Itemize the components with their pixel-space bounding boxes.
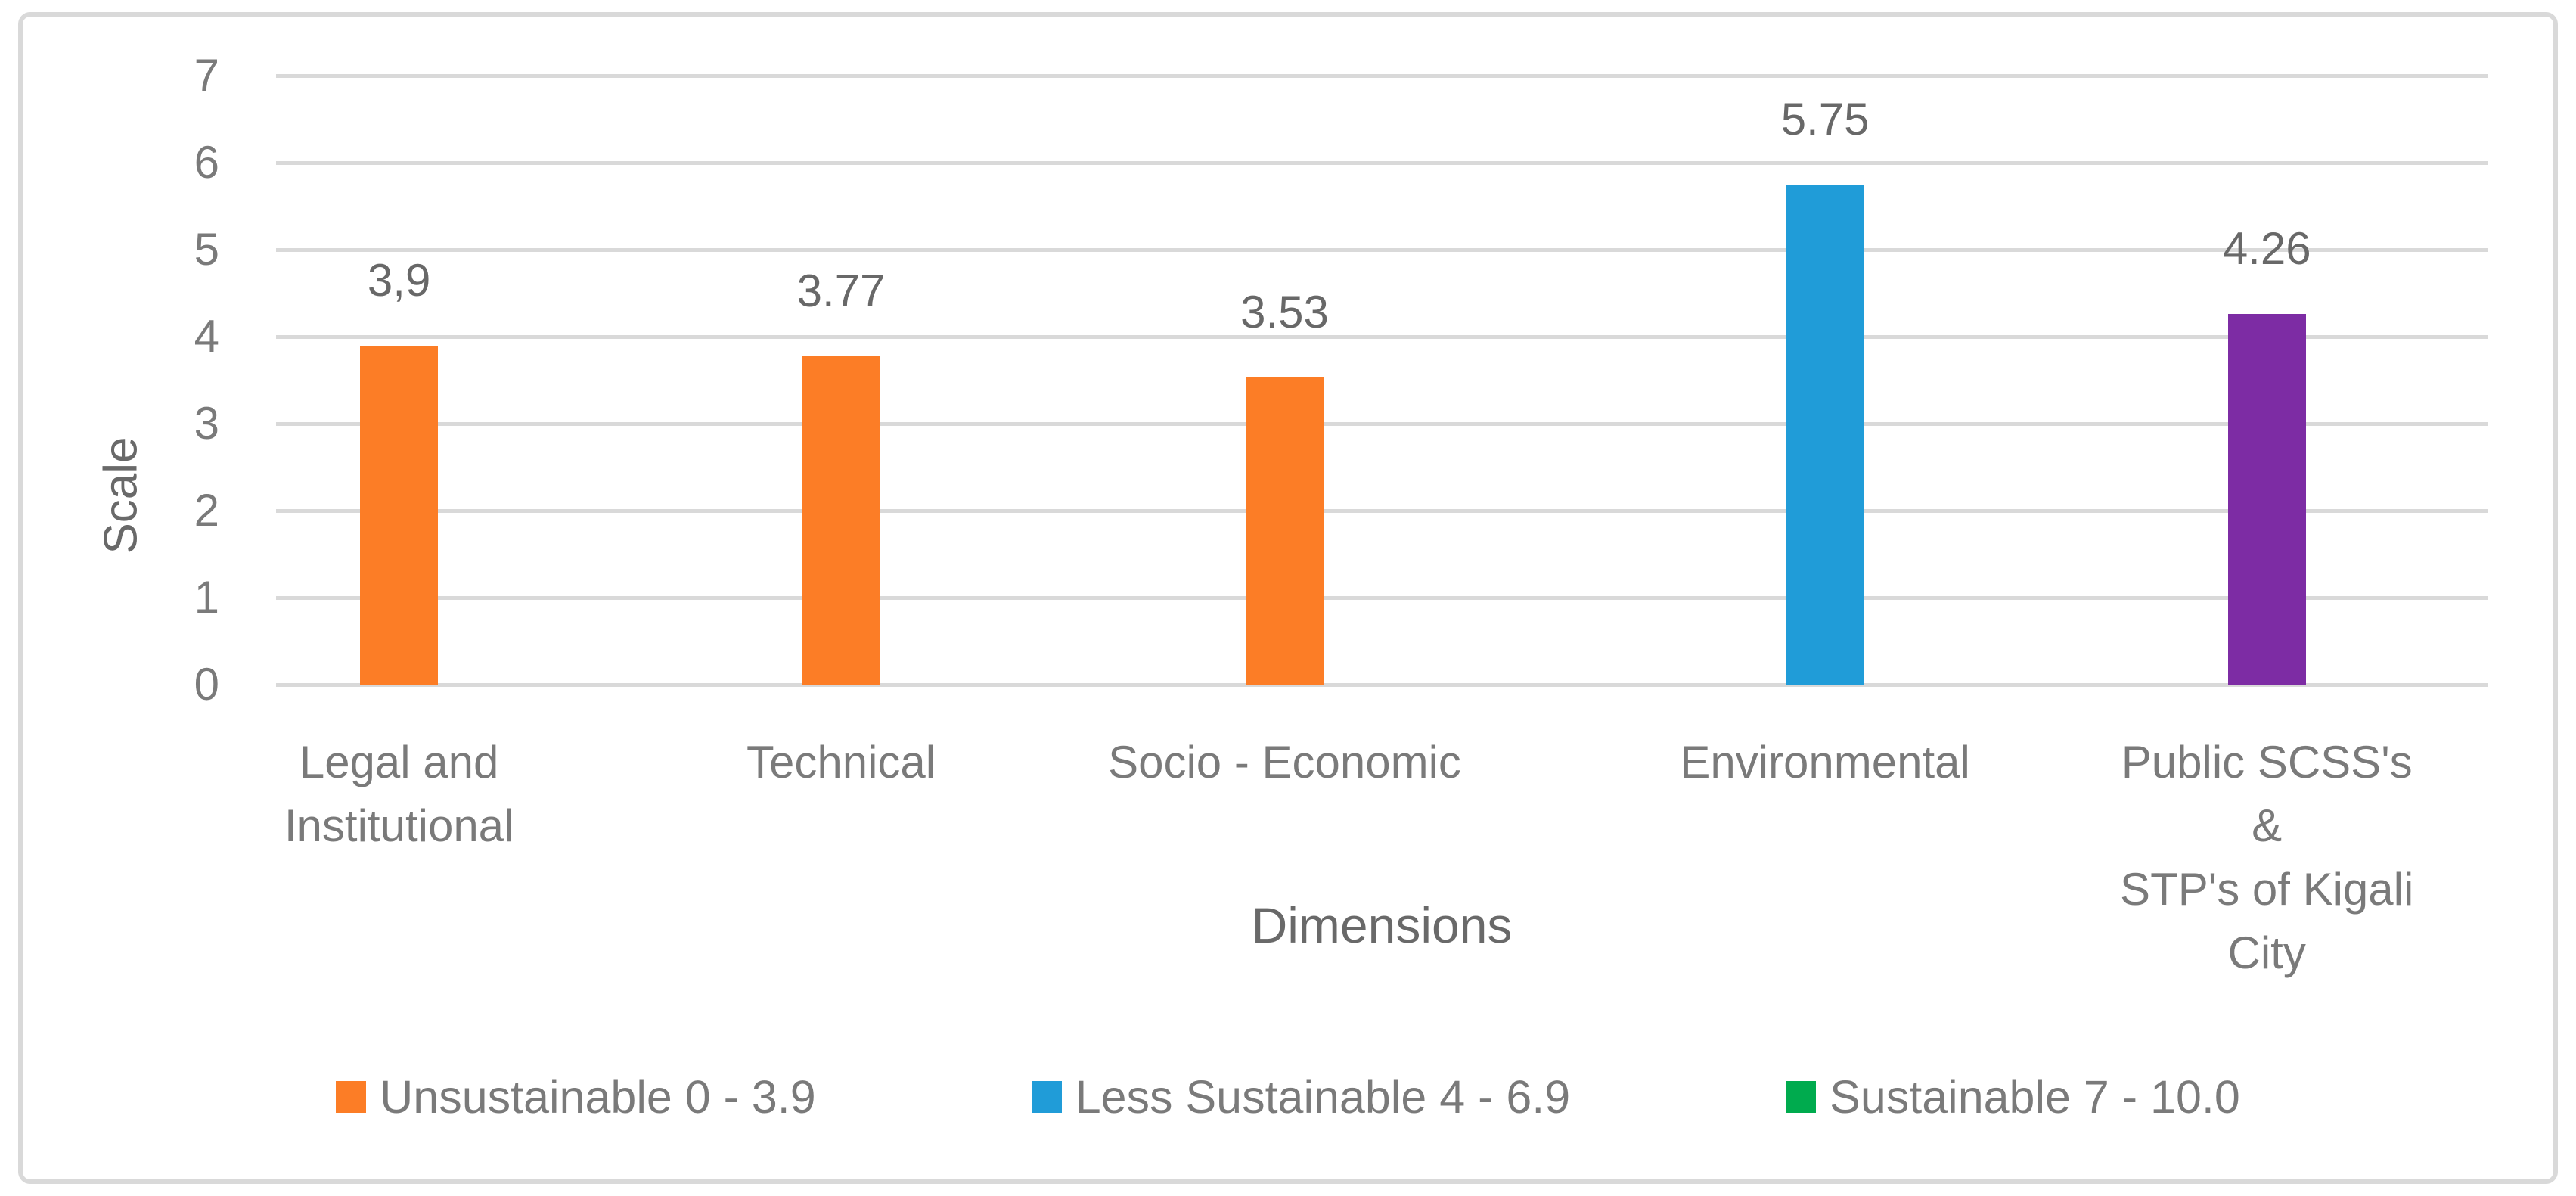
legend-swatch <box>1786 1081 1817 1113</box>
bar-legal-and-institutional <box>360 345 439 685</box>
gridline <box>276 248 2488 252</box>
y-axis-tick-label: 6 <box>194 137 219 188</box>
gridline <box>276 683 2488 687</box>
bar-value-label: 4.26 <box>2222 223 2311 275</box>
x-axis-title: Dimensions <box>1251 897 1513 953</box>
y-axis-tick-label: 7 <box>194 50 219 101</box>
chart-border <box>18 12 2558 1184</box>
plot-area: 3,9 3.77 3.53 5.75 4.26 <box>276 74 2488 687</box>
legend-item-unsustainable-0-3-9: Unsustainable 0 - 3.9 <box>336 1070 816 1123</box>
gridline <box>276 161 2488 165</box>
x-axis-category-label: Environmental <box>1680 737 1970 787</box>
bar-value-label: 5.75 <box>1780 93 1870 144</box>
legend-item-sustainable-7-10-0: Sustainable 7 - 10.0 <box>1786 1070 2240 1123</box>
legend-swatch <box>1031 1081 1062 1113</box>
y-axis-tick-label: 3 <box>194 398 219 449</box>
x-axis-category-label: Technical <box>746 737 936 787</box>
bar-value-label: 3,9 <box>367 254 431 306</box>
bar-technical <box>802 356 880 685</box>
x-axis-category-label: Public SCSS's & STP's of Kigali City <box>2120 737 2414 978</box>
legend-label: Sustainable 7 - 10.0 <box>1830 1071 2240 1123</box>
bar-public-scss-s-stp-s-of-kigali-city <box>2227 314 2306 685</box>
gridline <box>276 422 2488 426</box>
legend-item-less-sustainable-4-6-9: Less Sustainable 4 - 6.9 <box>1031 1070 1571 1123</box>
y-axis-tick-label: 1 <box>194 572 219 623</box>
bar-environmental <box>1786 184 1864 685</box>
y-axis-tick-label: 2 <box>194 485 219 536</box>
gridline <box>276 335 2488 339</box>
legend: Unsustainable 0 - 3.9 Less Sustainable 4 … <box>0 1070 2576 1123</box>
bar-socio-economic <box>1246 377 1324 685</box>
bar-value-label: 3.77 <box>796 266 886 317</box>
legend-label: Unsustainable 0 - 3.9 <box>380 1071 816 1123</box>
x-axis-category-label: Legal and Institutional <box>284 737 514 851</box>
legend-label: Less Sustainable 4 - 6.9 <box>1075 1071 1571 1123</box>
gridline <box>276 596 2488 600</box>
y-axis-tick-label: 4 <box>194 311 219 362</box>
bar-value-label: 3.53 <box>1240 287 1329 338</box>
legend-swatch <box>336 1081 367 1113</box>
y-axis-tick-label: 0 <box>194 659 219 710</box>
x-axis-category-label: Socio - Economic <box>1108 737 1461 787</box>
gridline <box>276 509 2488 513</box>
y-axis-tick-label: 5 <box>194 224 219 275</box>
gridline <box>276 74 2488 78</box>
